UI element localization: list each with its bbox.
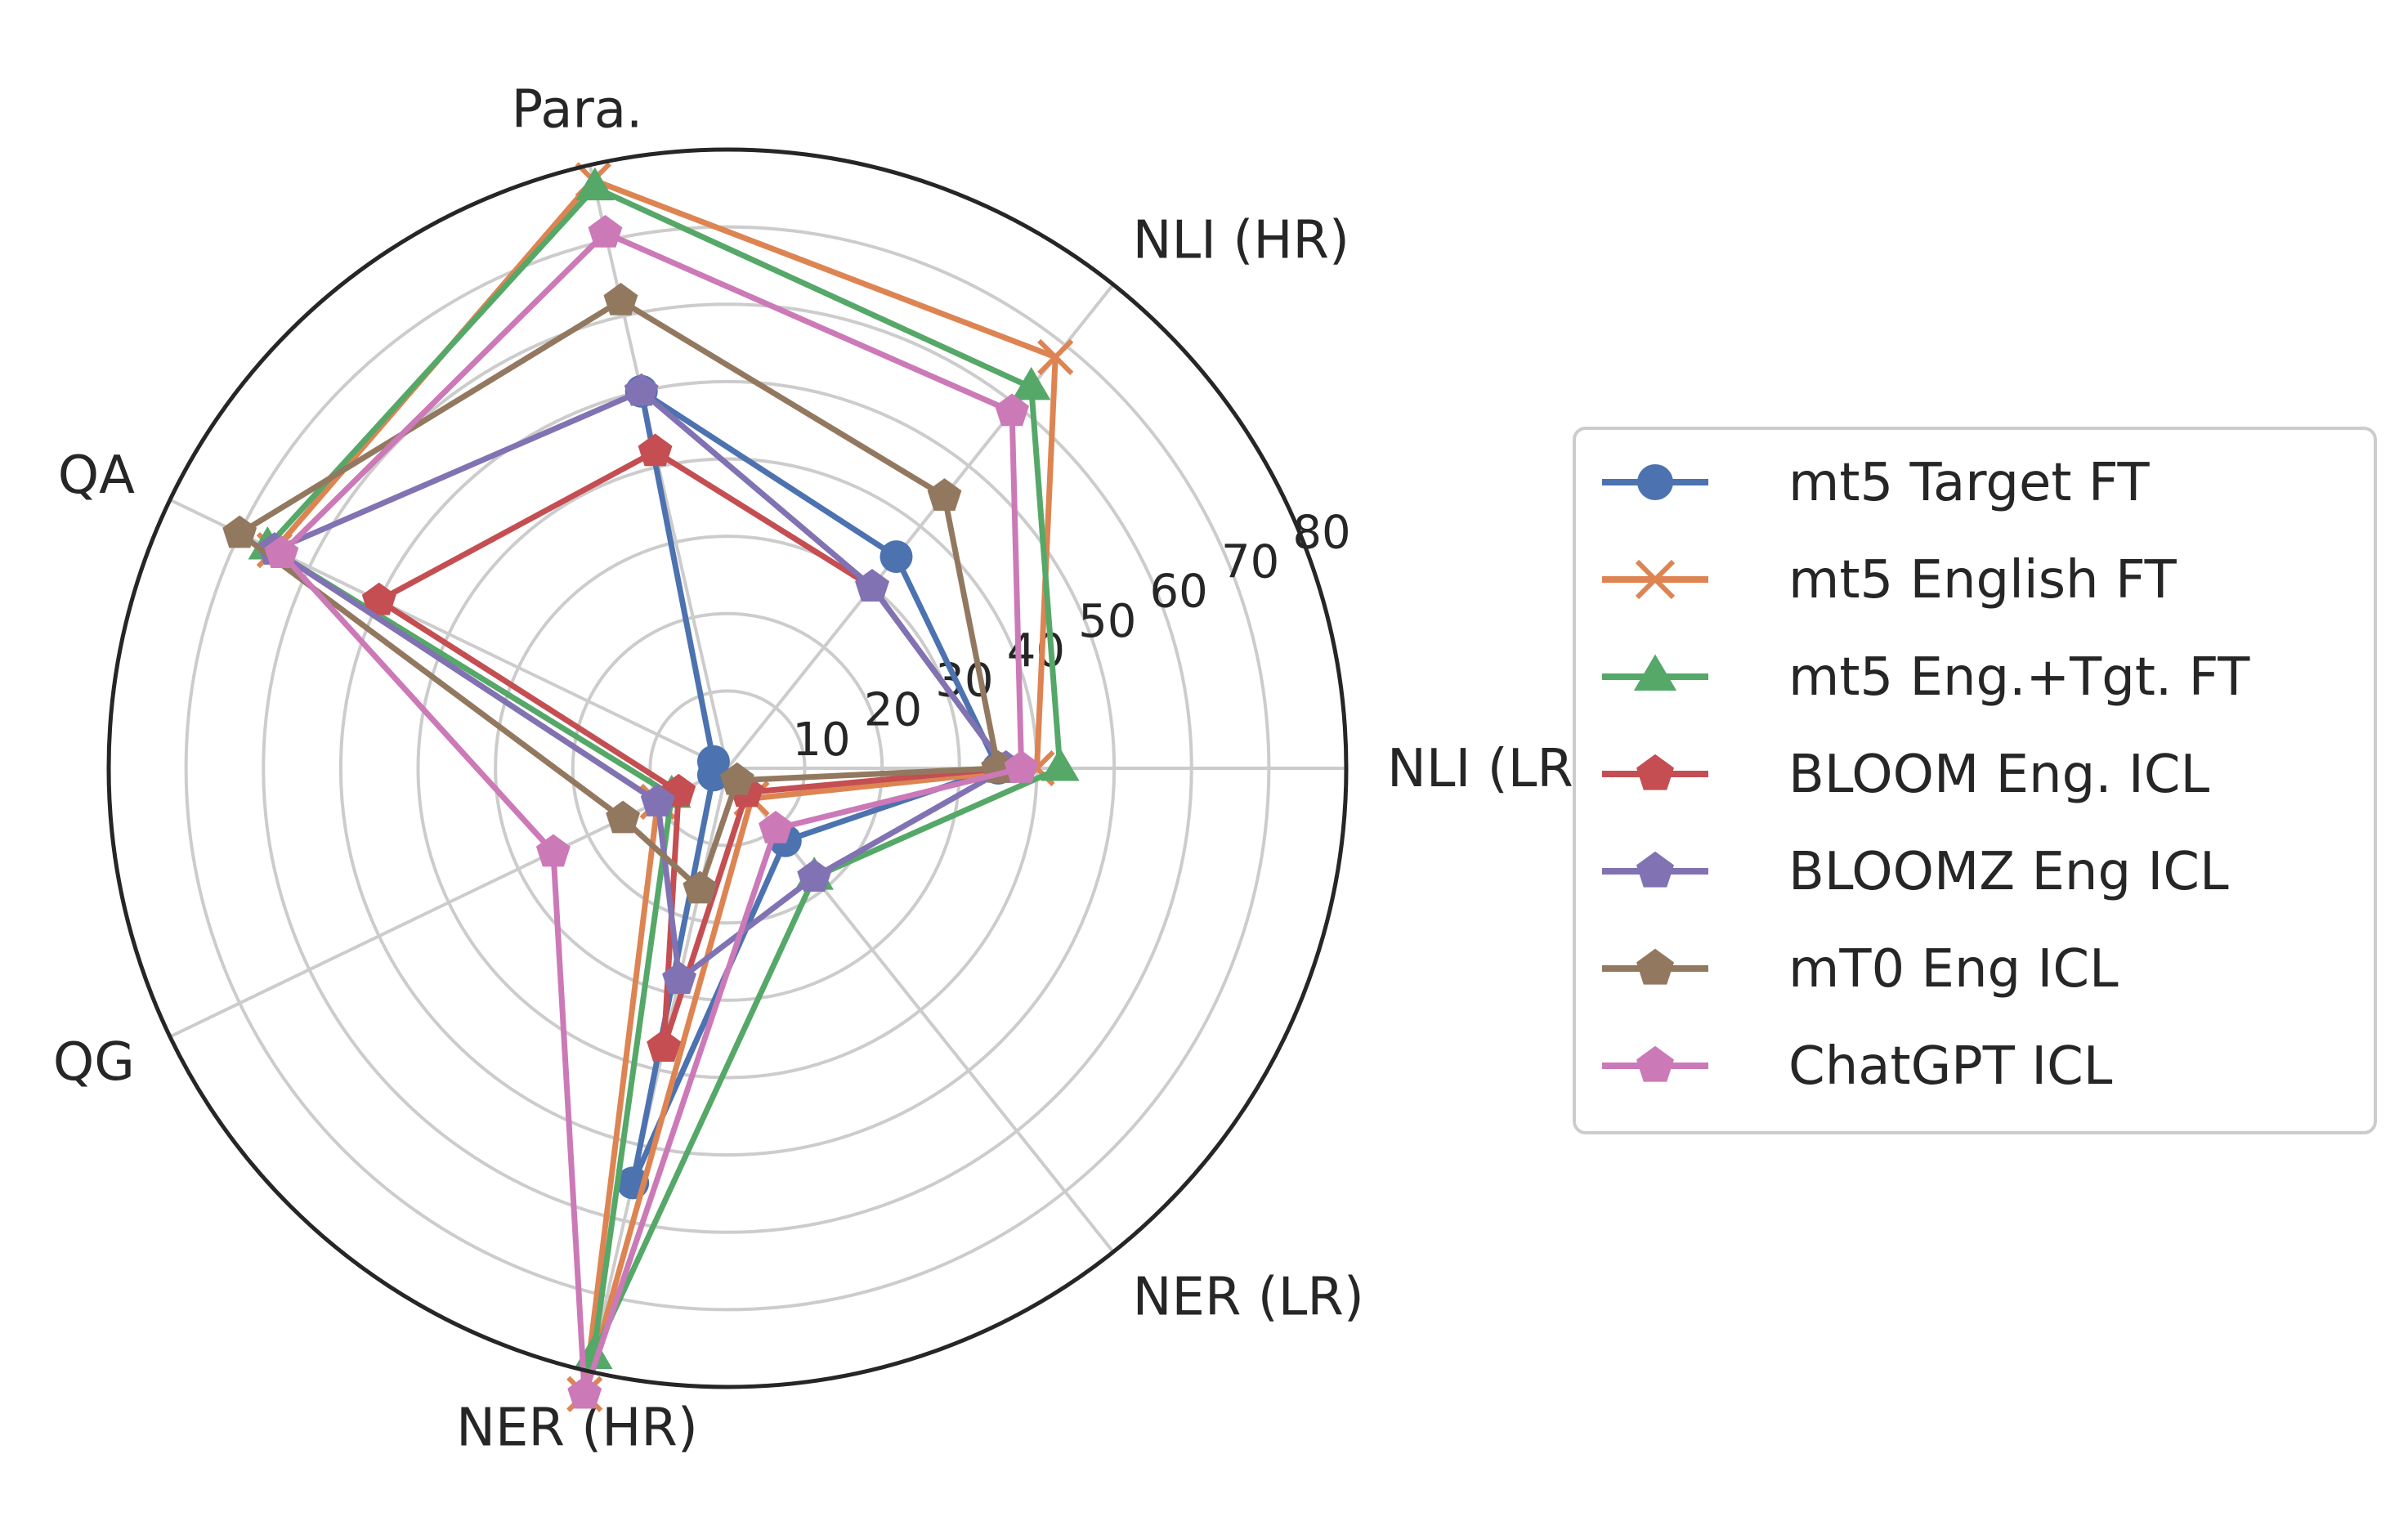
data-point xyxy=(759,811,793,843)
data-point xyxy=(1004,750,1039,783)
data-point xyxy=(683,870,718,904)
axis-label-nli-hr: NLI (HR) xyxy=(1133,210,1349,271)
axis-label-para: Para. xyxy=(512,80,643,141)
grid-spoke xyxy=(169,498,728,770)
data-point xyxy=(880,540,913,574)
legend-swatch-marker xyxy=(1633,654,1677,691)
legend-frame xyxy=(1573,427,2377,1134)
legend-item-chatgpt-icl: ChatGPT ICL xyxy=(1602,1036,2113,1097)
series-line xyxy=(236,298,1001,892)
series-line xyxy=(376,449,1009,1050)
legend-swatch-marker xyxy=(1636,851,1674,888)
data-point xyxy=(647,1029,681,1062)
radial-tick-20: 20 xyxy=(864,684,922,737)
legend-label: BLOOMZ Eng ICL xyxy=(1788,842,2229,902)
radial-tick-70: 70 xyxy=(1221,536,1279,589)
axis-label-qa: QA xyxy=(58,445,135,506)
legend-label: ChatGPT ICL xyxy=(1788,1036,2113,1097)
legend-label: mT0 Eng ICL xyxy=(1788,939,2119,1000)
data-point xyxy=(603,283,638,315)
data-point xyxy=(606,800,640,834)
radial-tick-60: 60 xyxy=(1150,566,1208,619)
data-point xyxy=(1041,748,1080,781)
legend-swatch-marker xyxy=(1637,464,1673,500)
legend-item-mt5-eng-tgt-ft: mt5 Eng.+Tgt. FT xyxy=(1602,647,2250,708)
axis-label-qg: QG xyxy=(53,1032,135,1093)
legend-items: mt5 Target FT mt5 English FT mt5 Eng.+Tgt.… xyxy=(1602,453,2250,1097)
legend-item-mt5-target-ft: mt5 Target FT xyxy=(1602,453,2151,513)
series-line xyxy=(271,388,1009,982)
series-line xyxy=(278,230,1025,1398)
legend-item-bloomz-eng-icl: BLOOMZ Eng ICL xyxy=(1602,842,2229,902)
legend-swatch-marker xyxy=(1636,1045,1674,1082)
axis-label-ner-lr: NER (LR) xyxy=(1133,1268,1364,1328)
data-point xyxy=(624,373,659,406)
legend-label: mt5 Target FT xyxy=(1788,453,2151,513)
data-point xyxy=(995,393,1029,427)
legend-item-mt0-eng-icl: mT0 Eng ICL xyxy=(1602,939,2119,1000)
radar-grid xyxy=(169,164,1346,1372)
radial-tick-50: 50 xyxy=(1078,595,1136,648)
data-point xyxy=(1011,366,1051,400)
data-point xyxy=(855,569,889,602)
series-chatgpt-icl xyxy=(264,215,1039,1409)
series-layer xyxy=(222,162,1080,1412)
data-point xyxy=(927,478,962,511)
data-point xyxy=(1037,338,1074,376)
legend-swatch-marker xyxy=(1636,948,1674,985)
legend-label: BLOOM Eng. ICL xyxy=(1788,745,2209,805)
series-line xyxy=(264,185,1063,1360)
data-point xyxy=(567,1376,602,1409)
legend-swatch-marker xyxy=(1635,559,1676,600)
legend: mt5 Target FT mt5 English FT mt5 Eng.+Tgt.… xyxy=(1573,427,2377,1134)
data-point xyxy=(588,215,623,248)
legend-swatch-marker xyxy=(1636,754,1674,790)
data-point xyxy=(222,515,257,548)
axis-label-nli-lr: NLI (LR) xyxy=(1387,739,1594,799)
legend-label: mt5 English FT xyxy=(1788,550,2177,611)
data-point xyxy=(535,834,571,867)
legend-label: mt5 Eng.+Tgt. FT xyxy=(1788,647,2250,708)
data-point xyxy=(575,167,615,201)
radial-tick-80: 80 xyxy=(1292,506,1350,559)
legend-item-mt5-english-ft: mt5 English FT xyxy=(1602,550,2177,611)
data-point xyxy=(361,582,396,615)
outer-ring xyxy=(106,147,1349,1389)
grid-spoke xyxy=(588,767,729,1372)
data-point xyxy=(638,433,673,467)
data-point xyxy=(719,762,754,795)
data-point xyxy=(662,961,696,995)
data-point xyxy=(264,535,299,568)
data-point xyxy=(640,784,675,816)
data-point xyxy=(797,859,832,892)
radial-tick-10: 10 xyxy=(792,714,850,767)
legend-item-bloom-eng-icl: BLOOM Eng. ICL xyxy=(1602,745,2209,805)
data-point xyxy=(696,758,730,792)
